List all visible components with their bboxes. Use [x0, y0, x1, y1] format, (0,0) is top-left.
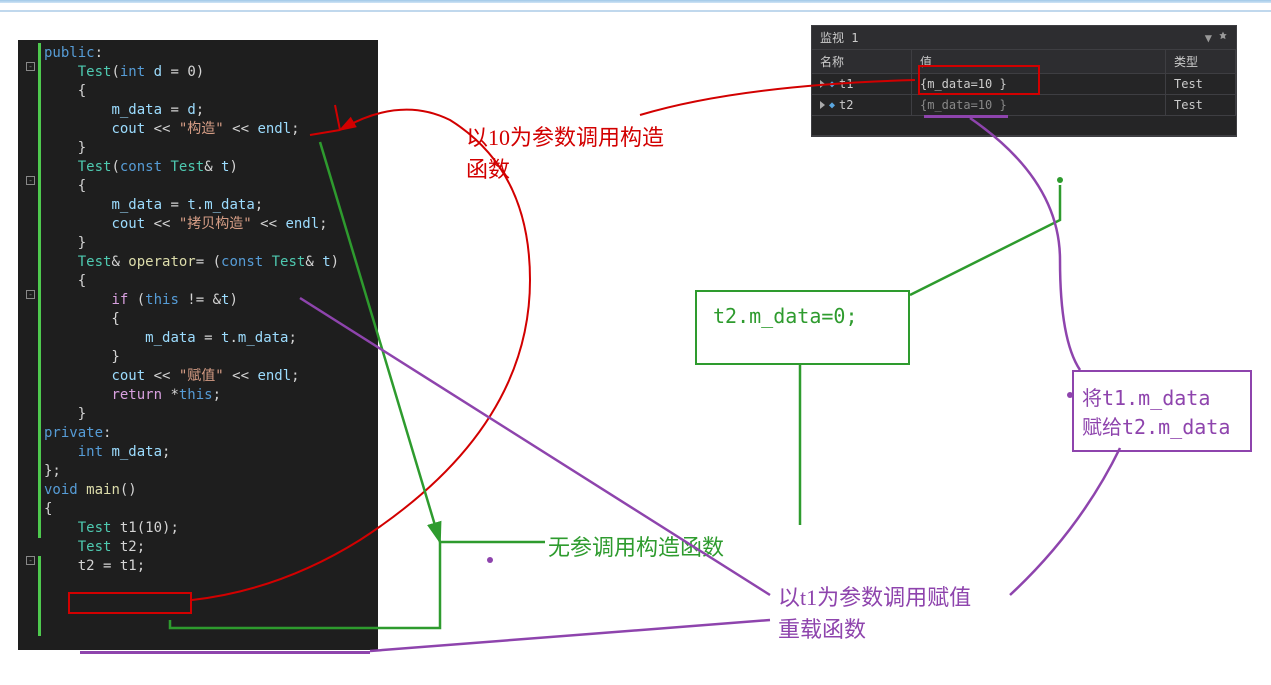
fold-icon[interactable]: -: [26, 556, 35, 565]
annotation-red: 以10为参数调用构造 函数: [466, 120, 664, 184]
pin-icon[interactable]: [1218, 31, 1228, 41]
watch-title: 监视 1: [820, 29, 858, 46]
code-content: public: Test(int d = 0) { m_data = d; co…: [44, 44, 339, 576]
code-editor[interactable]: - - - - public: Test(int d = 0) { m_data…: [18, 40, 378, 650]
red-highlight-watch: [918, 65, 1040, 95]
var-type: Test: [1166, 74, 1236, 94]
cube-icon: ◆: [829, 100, 835, 111]
change-bar: [38, 43, 41, 538]
watch-row[interactable]: ◆ t2 {m_data=10 } Test: [812, 95, 1236, 116]
change-bar: [38, 556, 41, 636]
code-gutter: - - - -: [18, 40, 40, 650]
watch-header: 监视 1 ▼: [812, 26, 1236, 50]
cube-icon: ◆: [829, 79, 835, 90]
dropdown-icon[interactable]: ▼: [1205, 31, 1212, 45]
var-type: Test: [1166, 95, 1236, 115]
annotation-purple-label: 以t1为参数调用赋值 重载函数: [778, 580, 971, 644]
watch-empty-row: [812, 116, 1236, 136]
purple-underline-assign: [80, 651, 370, 654]
var-name: t2: [839, 98, 853, 112]
expand-icon[interactable]: [820, 101, 825, 109]
col-type-header[interactable]: 类型: [1166, 50, 1236, 73]
fold-icon[interactable]: -: [26, 62, 35, 71]
red-highlight-t1: [68, 592, 192, 614]
purple-underline-t2value: [924, 115, 1008, 118]
annotation-green-box: t2.m_data=0;: [695, 290, 910, 365]
top-border-decoration: [0, 0, 1271, 3]
fold-icon[interactable]: -: [26, 176, 35, 185]
annotation-purple-box: 将t1.m_data 赋给t2.m_data: [1072, 370, 1252, 452]
col-name-header[interactable]: 名称: [812, 50, 912, 73]
var-name: t1: [839, 77, 853, 91]
annotation-green-label: 无参调用构造函数: [548, 530, 724, 562]
expand-icon[interactable]: [820, 80, 825, 88]
var-value: {m_data=10 }: [912, 95, 1166, 115]
fold-icon[interactable]: -: [26, 290, 35, 299]
top-border-decoration-2: [0, 10, 1271, 12]
